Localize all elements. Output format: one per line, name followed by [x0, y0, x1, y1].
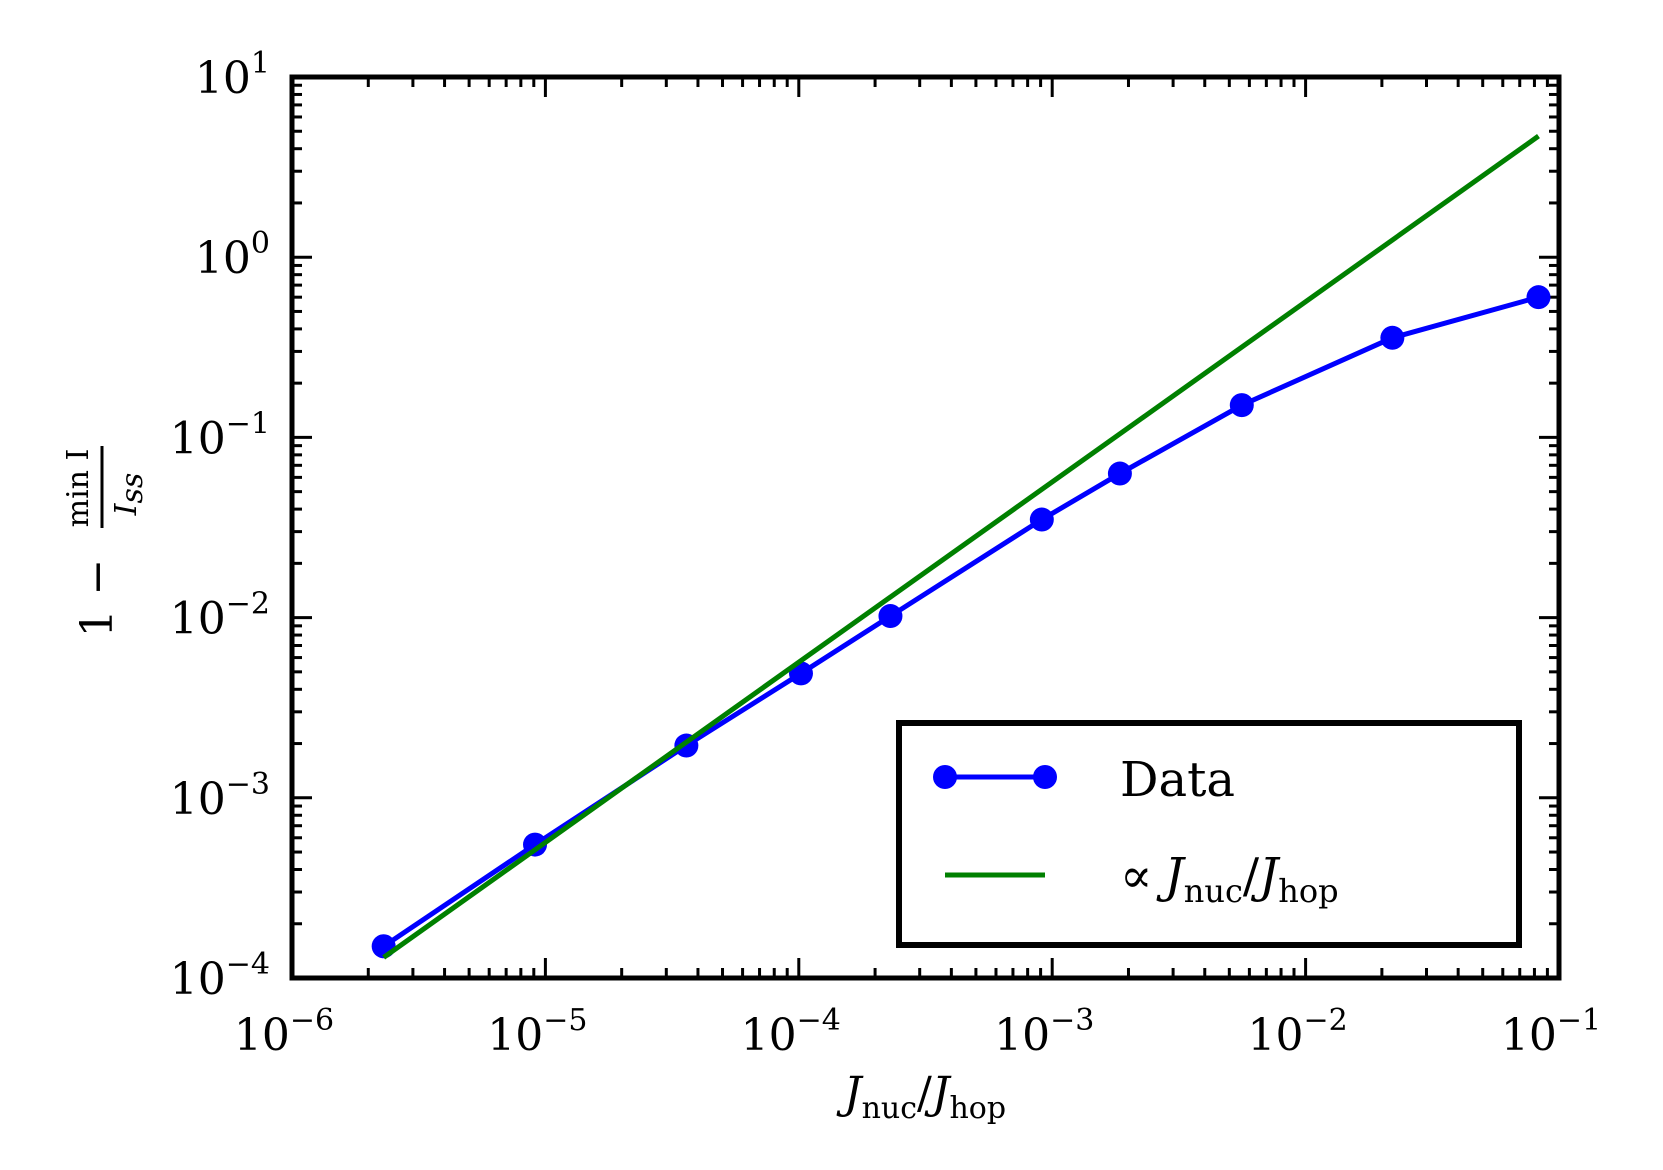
x-tick-label: 10−4: [741, 1003, 841, 1061]
y-axis-label-prefix: 1 −: [72, 559, 123, 638]
data-point: [1229, 393, 1254, 418]
data-point: [1029, 507, 1054, 532]
series-layer: [371, 134, 1551, 960]
y-axis-label-numerator: min I: [61, 449, 96, 528]
x-tick-label: 10−2: [1247, 1003, 1347, 1061]
legend-box: [896, 720, 1522, 948]
y-axis-label: 1 − min I Iss: [61, 446, 150, 637]
fit-line: [382, 134, 1540, 960]
y-tick-labels: 10−4 10−3 10−2 10−1 100 101: [170, 46, 270, 1005]
data-point: [1526, 285, 1551, 310]
legend-data-marker: [933, 765, 957, 789]
y-axis-label-denominator: Iss: [109, 473, 150, 517]
data-point: [1380, 325, 1405, 350]
x-tick-label: 10−5: [487, 1003, 587, 1061]
y-tick-label: 10−3: [170, 767, 270, 825]
x-tick-label: 10−3: [994, 1003, 1094, 1061]
x-tick-label: 10−6: [234, 1003, 334, 1061]
y-tick-label: 10−1: [170, 406, 270, 464]
y-tick-label: 10−2: [170, 587, 270, 645]
legend: Data ∝ Jnuc/Jhop: [896, 720, 1522, 948]
plot-frame: [289, 74, 1562, 981]
data-point: [523, 832, 548, 857]
data-point: [1107, 461, 1132, 486]
x-tick-labels: 10−6 10−5 10−4 10−3 10−2 10−1: [234, 1003, 1601, 1061]
legend-data-label: Data: [1120, 752, 1235, 808]
y-tick-label: 100: [195, 226, 270, 284]
legend-fit-label: ∝ Jnuc/Jhop: [1120, 848, 1339, 910]
y-tick-label: 10−4: [170, 947, 270, 1005]
legend-data-marker: [1033, 765, 1057, 789]
x-tick-label: 10−1: [1501, 1003, 1601, 1061]
data-point: [878, 604, 903, 629]
y-tick-label: 101: [195, 46, 270, 104]
